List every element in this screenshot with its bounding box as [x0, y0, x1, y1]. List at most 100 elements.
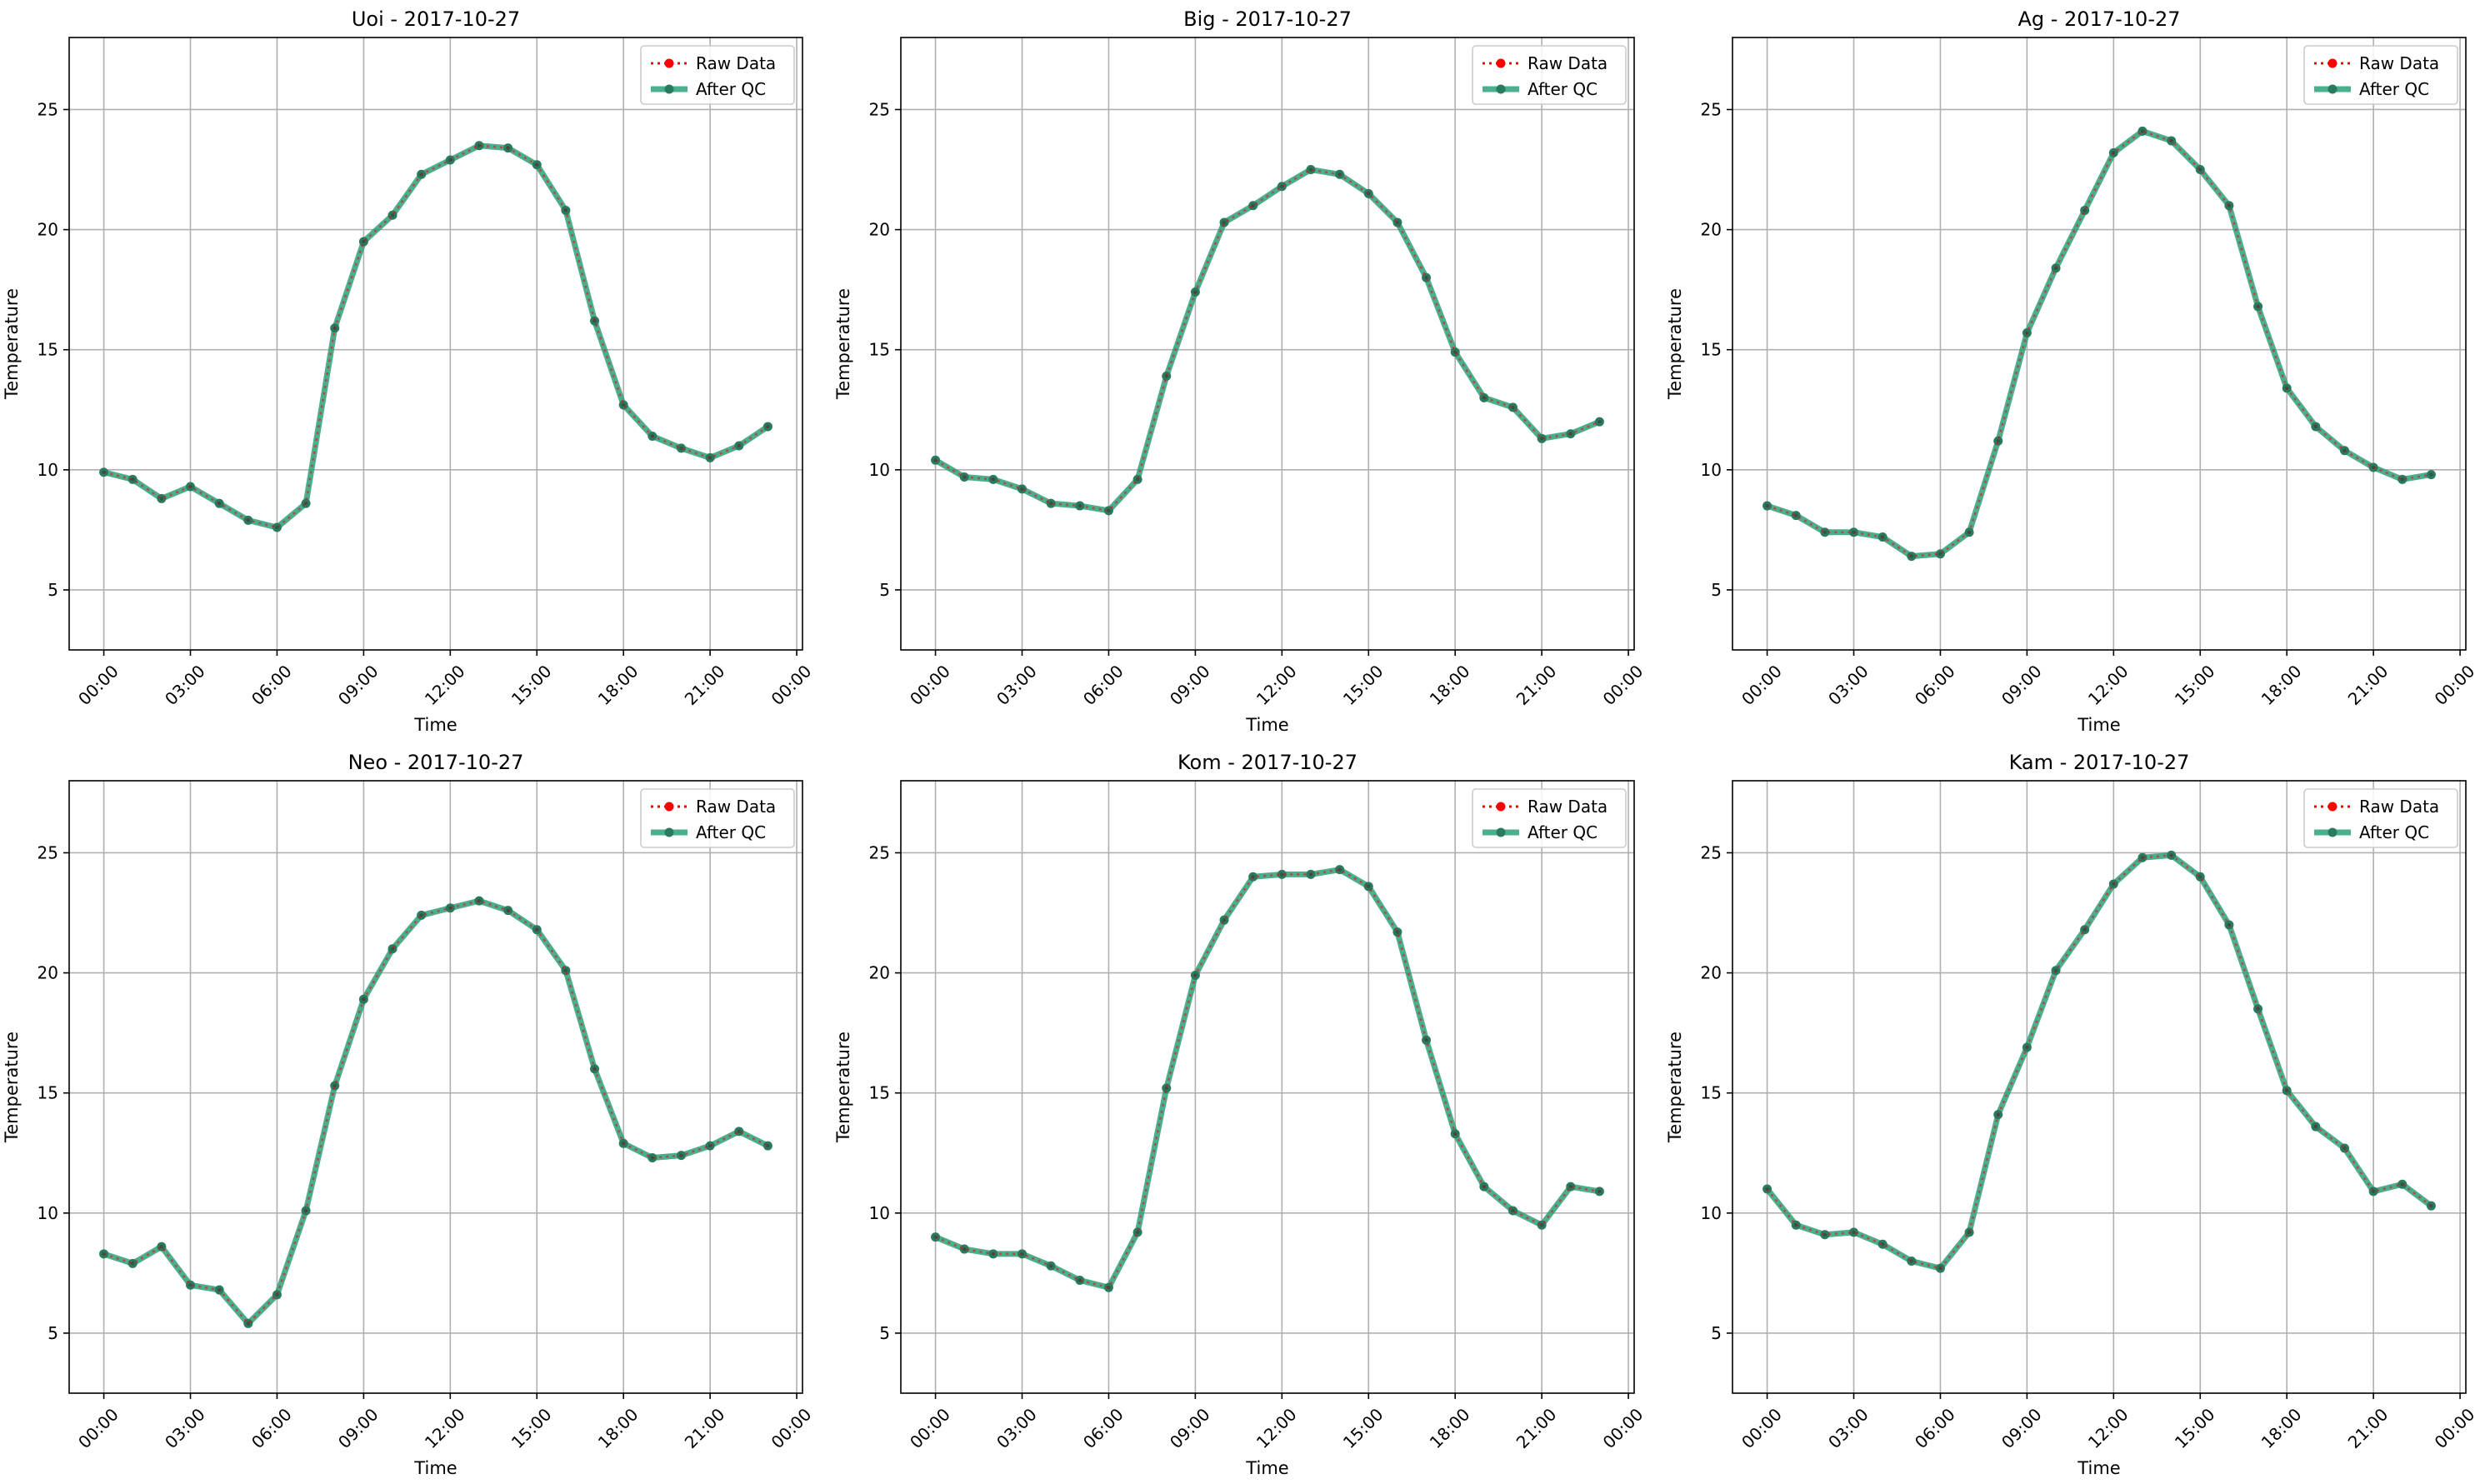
legend-marker-raw-data	[2328, 802, 2338, 812]
point-raw-data	[1020, 487, 1024, 492]
x-tick-label: 09:00	[1166, 1404, 1214, 1452]
series-line-after-qc	[933, 167, 1601, 514]
legend-marker-after-qc	[2328, 84, 2338, 94]
point-raw-data	[650, 1156, 655, 1160]
legend: Raw Data After QC	[2303, 45, 2458, 105]
x-tick-label: 00:00	[74, 1404, 122, 1452]
x-tick-label: 00:00	[1738, 661, 1786, 709]
x-tick-label: 18:00	[1426, 661, 1474, 709]
axes-frame	[900, 37, 1635, 651]
x-tick-label: 00:00	[768, 661, 816, 709]
point-raw-data	[2313, 424, 2318, 429]
y-tick-label: 10	[869, 460, 890, 480]
legend-marker-raw-data	[664, 802, 674, 812]
y-tick-label: 10	[1701, 1203, 1722, 1223]
axes-frame	[1732, 37, 2467, 651]
x-tick-label: 06:00	[248, 1404, 296, 1452]
point-raw-data	[1395, 220, 1400, 225]
point-raw-data	[1452, 350, 1458, 354]
point-raw-data	[1880, 535, 1885, 539]
y-tick-label: 5	[48, 580, 58, 600]
point-raw-data	[592, 318, 597, 323]
y-tick-label: 20	[869, 220, 890, 240]
point-raw-data	[390, 947, 395, 951]
y-tick-label: 15	[38, 1083, 58, 1103]
point-raw-data	[188, 1283, 192, 1287]
point-raw-data	[535, 162, 539, 167]
point-raw-data	[962, 1247, 967, 1252]
point-raw-data	[933, 458, 938, 462]
point-raw-data	[563, 968, 568, 972]
point-raw-data	[2082, 927, 2087, 932]
x-tick-label: 15:00	[2171, 661, 2219, 709]
point-raw-data	[448, 157, 452, 162]
point-raw-data	[1107, 1285, 1111, 1290]
x-tick-label: 09:00	[1998, 1404, 2046, 1452]
x-tick-label: 09:00	[1998, 661, 2046, 709]
point-raw-data	[1338, 172, 1342, 177]
point-raw-data	[2227, 203, 2232, 207]
y-tick-label: 10	[869, 1203, 890, 1223]
y-tick-label: 10	[38, 460, 58, 480]
point-raw-data	[2169, 138, 2173, 143]
point-raw-data	[1424, 276, 1428, 280]
point-raw-data	[650, 434, 655, 438]
x-tick-label: 12:00	[1252, 1404, 1301, 1452]
x-tick-label: 15:00	[1339, 1404, 1388, 1452]
point-raw-data	[159, 1244, 164, 1249]
point-raw-data	[2198, 875, 2202, 879]
point-raw-data	[1568, 1184, 1572, 1189]
legend-label-after-qc: After QC	[1528, 822, 1598, 842]
point-raw-data	[332, 1083, 337, 1088]
x-tick-label: 03:00	[161, 1404, 209, 1452]
legend-marker-after-qc	[664, 84, 674, 94]
point-raw-data	[2053, 968, 2058, 972]
x-tick-label: 21:00	[1512, 1404, 1561, 1452]
point-raw-data	[1852, 1230, 1856, 1235]
point-raw-data	[1222, 917, 1227, 922]
point-raw-data	[1078, 503, 1082, 508]
point-raw-data	[991, 477, 996, 482]
series-line-after-qc	[934, 867, 1600, 1291]
point-raw-data	[1367, 192, 1371, 196]
point-raw-data	[1598, 1189, 1602, 1194]
legend-label-after-qc: After QC	[2359, 822, 2429, 842]
point-raw-data	[1020, 1252, 1024, 1257]
y-tick-label: 20	[1701, 220, 1722, 240]
series-line-after-qc	[1764, 852, 2433, 1272]
y-axis-label: Temperature	[1665, 1032, 1685, 1143]
point-raw-data	[2140, 129, 2145, 133]
point-raw-data	[131, 477, 135, 482]
point-raw-data	[2256, 304, 2260, 309]
point-raw-data	[2400, 477, 2404, 482]
point-raw-data	[2400, 1182, 2404, 1187]
legend: Raw Data After QC	[2303, 788, 2458, 848]
series-line-raw-data	[934, 168, 1600, 512]
point-raw-data	[188, 484, 192, 489]
x-tick-label: 21:00	[2344, 661, 2392, 709]
x-tick-label: 03:00	[161, 661, 209, 709]
y-axis-label: Temperature	[1665, 288, 1685, 400]
point-raw-data	[1482, 396, 1487, 400]
legend-marker-raw-data	[2328, 58, 2338, 68]
y-tick-label: 25	[38, 842, 58, 862]
point-raw-data	[1794, 513, 1798, 517]
y-tick-label: 20	[38, 220, 58, 240]
point-raw-data	[708, 1143, 712, 1148]
y-tick-label: 10	[38, 1203, 58, 1223]
point-raw-data	[275, 525, 279, 530]
point-raw-data	[246, 518, 251, 522]
point-raw-data	[2313, 1124, 2318, 1129]
x-axis-label: Time	[1245, 715, 1288, 735]
y-tick-label: 20	[869, 963, 890, 983]
x-tick-label: 00:00	[1738, 1404, 1786, 1452]
x-axis-label: Time	[2077, 1458, 2120, 1478]
legend-label-after-qc: After QC	[696, 822, 766, 842]
point-raw-data	[131, 1262, 135, 1266]
x-tick-label: 21:00	[1512, 661, 1561, 709]
x-tick-label: 15:00	[508, 661, 556, 709]
chart-title: Kam - 2017-10-27	[2009, 751, 2190, 774]
point-raw-data	[217, 1287, 222, 1292]
x-tick-label: 06:00	[1911, 661, 1959, 709]
point-raw-data	[2112, 882, 2116, 887]
